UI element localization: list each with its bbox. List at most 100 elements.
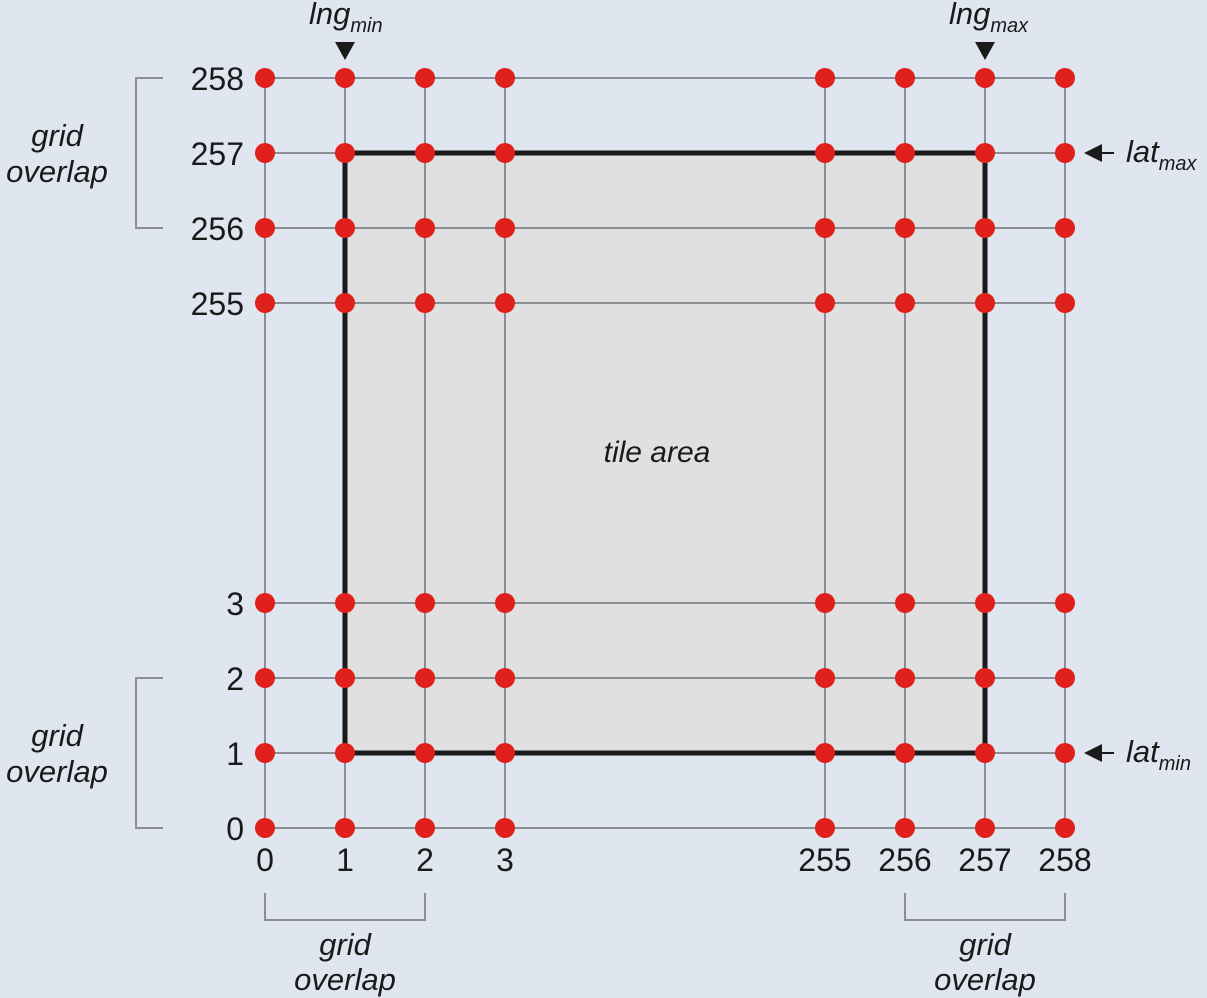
grid-node-0-0 xyxy=(255,818,275,838)
grid-node-3-3 xyxy=(495,593,515,613)
grid-overlap-left-bottom-line1: grid xyxy=(31,718,84,753)
grid-node-255-2 xyxy=(815,668,835,688)
grid-node-2-2 xyxy=(415,668,435,688)
x-tick-label: 255 xyxy=(798,842,851,878)
y-tick-label: 2 xyxy=(226,661,244,697)
grid-node-3-255 xyxy=(495,293,515,313)
grid-overlap-bottom-right-bracket xyxy=(904,893,1066,921)
grid-overlap-bottom-right-line1: grid xyxy=(959,927,1012,962)
grid-node-2-256 xyxy=(415,218,435,238)
marker-lng-min-label: lngmin xyxy=(309,0,383,37)
grid-node-255-258 xyxy=(815,68,835,88)
grid-node-255-256 xyxy=(815,218,835,238)
x-tick-label: 256 xyxy=(878,842,931,878)
grid-node-1-256 xyxy=(335,218,355,238)
marker-lat-max-label: latmax xyxy=(1126,134,1198,175)
grid-node-258-0 xyxy=(1055,818,1075,838)
y-tick-label: 3 xyxy=(226,586,244,622)
grid-node-258-3 xyxy=(1055,593,1075,613)
grid-node-0-1 xyxy=(255,743,275,763)
grid-nodes xyxy=(255,68,1075,838)
grid-node-0-255 xyxy=(255,293,275,313)
grid-node-257-255 xyxy=(975,293,995,313)
y-tick-label: 255 xyxy=(191,286,244,322)
tick-labels: 0 1 2 3 255 256 257 258 0 1 2 3 255 256 257 258 xyxy=(191,61,1092,878)
grid-node-257-0 xyxy=(975,818,995,838)
x-tick-label: 0 xyxy=(256,842,274,878)
grid-node-3-256 xyxy=(495,218,515,238)
grid-node-0-3 xyxy=(255,593,275,613)
x-tick-label: 2 xyxy=(416,842,434,878)
grid-node-1-255 xyxy=(335,293,355,313)
grid-node-0-258 xyxy=(255,68,275,88)
grid-node-257-256 xyxy=(975,218,995,238)
grid-node-2-3 xyxy=(415,593,435,613)
grid-node-0-256 xyxy=(255,218,275,238)
y-tick-label: 256 xyxy=(191,211,244,247)
grid-node-258-258 xyxy=(1055,68,1075,88)
grid-node-257-3 xyxy=(975,593,995,613)
grid-overlap-brackets: gridoverlapgridoverlapgridoverlapgridove… xyxy=(6,77,1066,997)
grid-node-258-257 xyxy=(1055,143,1075,163)
grid-node-256-2 xyxy=(895,668,915,688)
marker-lng-min-arrow-icon xyxy=(335,42,355,60)
grid-node-256-255 xyxy=(895,293,915,313)
grid-node-2-1 xyxy=(415,743,435,763)
grid-node-1-257 xyxy=(335,143,355,163)
grid-node-3-1 xyxy=(495,743,515,763)
grid-node-1-2 xyxy=(335,668,355,688)
grid-node-3-257 xyxy=(495,143,515,163)
grid-node-3-0 xyxy=(495,818,515,838)
marker-lat-min-label: latmin xyxy=(1126,734,1191,775)
grid-node-257-2 xyxy=(975,668,995,688)
x-tick-label: 258 xyxy=(1038,842,1091,878)
grid-node-1-0 xyxy=(335,818,355,838)
grid-node-0-257 xyxy=(255,143,275,163)
grid-node-258-1 xyxy=(1055,743,1075,763)
grid-overlap-bottom-left-bracket xyxy=(264,893,426,921)
grid-node-1-3 xyxy=(335,593,355,613)
grid-node-2-258 xyxy=(415,68,435,88)
grid-node-258-2 xyxy=(1055,668,1075,688)
grid-overlap-left-bottom-line2: overlap xyxy=(6,754,108,789)
grid-node-256-3 xyxy=(895,593,915,613)
x-tick-label: 257 xyxy=(958,842,1011,878)
y-tick-label: 0 xyxy=(226,811,244,847)
extent-markers: lngmin lngmax latmax latmin xyxy=(309,0,1198,775)
grid-node-255-0 xyxy=(815,818,835,838)
grid-overlap-left-top-bracket xyxy=(135,77,163,229)
grid-node-257-1 xyxy=(975,743,995,763)
grid-node-255-1 xyxy=(815,743,835,763)
tile-border xyxy=(342,150,988,756)
grid-node-2-255 xyxy=(415,293,435,313)
grid-overlap-left-top-line1: grid xyxy=(31,118,84,153)
grid-node-1-258 xyxy=(335,68,355,88)
grid-node-256-1 xyxy=(895,743,915,763)
grid-overlap-left-top-line2: overlap xyxy=(6,154,108,189)
grid-node-257-258 xyxy=(975,68,995,88)
grid-node-258-255 xyxy=(1055,293,1075,313)
grid-node-3-258 xyxy=(495,68,515,88)
grid-node-2-257 xyxy=(415,143,435,163)
grid-node-258-256 xyxy=(1055,218,1075,238)
grid-node-255-257 xyxy=(815,143,835,163)
tile-area-label: tile area xyxy=(604,436,711,469)
grid-node-1-1 xyxy=(335,743,355,763)
grid-node-256-256 xyxy=(895,218,915,238)
grid-node-256-0 xyxy=(895,818,915,838)
marker-lat-min-arrow-icon xyxy=(1084,744,1102,762)
marker-lat-max-arrow-icon xyxy=(1084,144,1102,162)
marker-lng-max-label: lngmax xyxy=(949,0,1029,37)
grid-node-255-3 xyxy=(815,593,835,613)
grid-overlap-bottom-left-line1: grid xyxy=(319,927,372,962)
grid-overlap-left-bottom-bracket xyxy=(135,677,163,829)
grid-node-257-257 xyxy=(975,143,995,163)
marker-lng-max-arrow-icon xyxy=(975,42,995,60)
grid-node-256-257 xyxy=(895,143,915,163)
y-tick-label: 258 xyxy=(191,61,244,97)
x-tick-label: 1 xyxy=(336,842,354,878)
y-tick-label: 257 xyxy=(191,136,244,172)
grid-overlap-bottom-right-line2: overlap xyxy=(934,962,1036,997)
tile-area xyxy=(345,153,985,753)
